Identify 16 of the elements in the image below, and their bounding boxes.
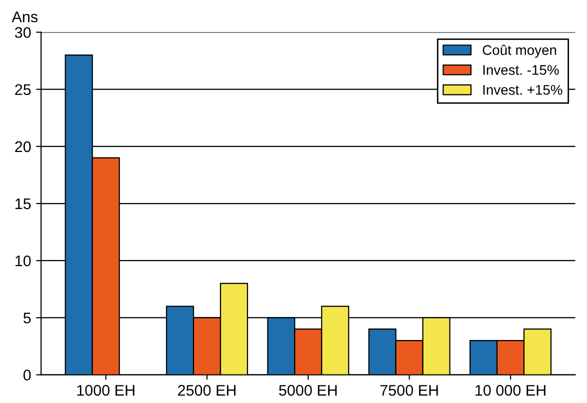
- x-tick-label: 5000 EH: [279, 384, 337, 396]
- y-tick-label: 10: [16, 255, 31, 266]
- x-tick-label: 1000 EH: [77, 384, 134, 396]
- y-tick-label: 25: [15, 84, 31, 96]
- y-axis-title: Ans: [12, 12, 38, 22]
- x-tick-label: 10 000 EH: [476, 384, 546, 396]
- legend-label: Invest. +15%: [483, 84, 562, 95]
- y-tick-label: 30: [14, 27, 31, 38]
- y-tick-label: 0: [23, 370, 31, 380]
- legend-label: Coût moyen: [482, 44, 556, 58]
- x-tick-label: 2500 EH: [178, 384, 236, 396]
- y-tick-label: 15: [16, 198, 31, 210]
- y-tick-label: 5: [23, 312, 31, 324]
- y-tick-label: 20: [15, 141, 31, 152]
- x-tick-label: 7500 EH: [380, 384, 438, 396]
- legend-label: Invest. -15%: [483, 65, 559, 75]
